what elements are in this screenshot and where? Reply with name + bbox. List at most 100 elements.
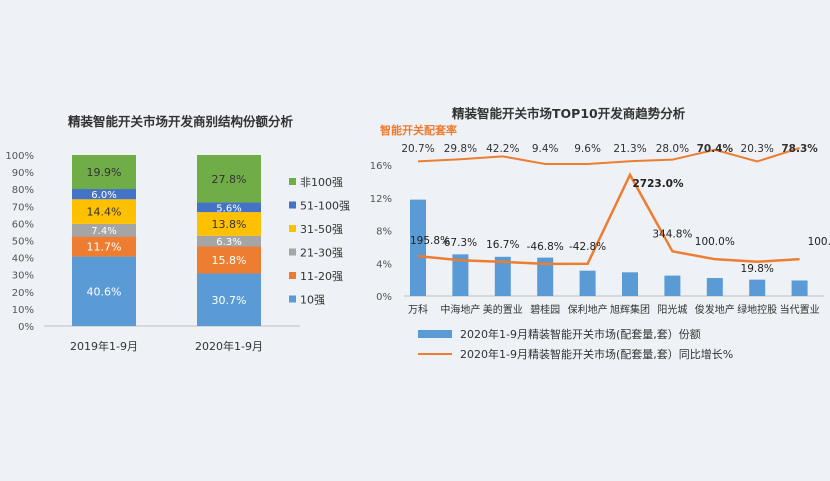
y-tick-label: 0% [376, 292, 392, 303]
stack-segment [197, 212, 261, 236]
strip-data-label: 29.8% [444, 143, 477, 155]
legend-swatch [289, 295, 296, 303]
growth-data-label: 195.8% [410, 235, 450, 247]
stack-segment [197, 155, 261, 203]
stack-segment [197, 235, 261, 247]
strip-line [417, 147, 800, 166]
x-tick-label: 美的置业 [483, 303, 523, 316]
share-bar [537, 257, 554, 296]
share-bar [452, 254, 469, 296]
left-chart-title: 精装智能开关市场开发商别结构份额分析 [68, 114, 294, 129]
strip-data-label: 9.4% [532, 143, 559, 155]
strip-data-label: 20.7% [401, 143, 434, 155]
left-chart-panel: 精装智能开关市场开发商别结构份额分析 0% 10% 20% 30% 40% 50% 60% 7… [0, 0, 368, 481]
legend-label: 非100强 [300, 176, 343, 189]
growth-data-label: 100.0% [695, 236, 735, 248]
share-bar [749, 279, 766, 296]
share-bar [706, 278, 723, 296]
legend-label: 31-50强 [300, 223, 343, 236]
stacked-bar-chart: 0% 10% 20% 30% 40% 50% 60% 70% 80% 90% 100% 40.6% 11… [5, 151, 350, 353]
stack-segment [72, 256, 136, 326]
y-tick-label: 70% [12, 202, 34, 213]
x-tick-label: 万科 [408, 303, 428, 316]
y-tick-label: 30% [12, 271, 34, 282]
strip-y-tick: 16% [370, 161, 392, 172]
x-tick-label: 旭辉集团 [610, 303, 650, 316]
x-tick-label: 2020年1-9月 [195, 339, 263, 353]
x-tick-label: 当代置业 [780, 303, 820, 316]
share-bar [494, 256, 511, 296]
growth-data-label: 100.0% [808, 236, 830, 248]
segment-data-label: 6.0% [91, 190, 116, 201]
legend-label: 10强 [300, 294, 325, 307]
growth-line [417, 172, 800, 266]
strip-data-label: 78.3% [781, 143, 818, 155]
legend-label: 51-100强 [300, 200, 350, 213]
y-tick-label: 0% [18, 322, 34, 333]
growth-data-label: -46.8% [527, 241, 564, 253]
growth-data-label: 19.8% [741, 263, 774, 275]
stack-segment [72, 155, 136, 190]
y-tick-label: 8% [376, 227, 392, 238]
strip-data-label: 70.4% [697, 143, 734, 155]
legend-swatch [289, 225, 296, 232]
strip-label: 智能开关配套率 [380, 123, 457, 137]
legend-bar-label: 2020年1-9月精装智能开关市场(配套量,套）份额 [460, 328, 701, 341]
segment-data-label: 6.3% [216, 237, 241, 248]
y-tick-label: 40% [12, 254, 34, 265]
top10-combo-chart: 智能开关配套率 16% 20.7% 29.8% 42.2% 9.4% 9.6% 21.3% 28… [370, 123, 830, 316]
y-tick-label: 12% [370, 194, 392, 205]
strip-data-label: 28.0% [656, 143, 689, 155]
y-tick-label: 90% [12, 168, 34, 179]
share-bar [622, 272, 638, 296]
legend-bar-swatch [418, 330, 452, 338]
legend-line-swatch [418, 353, 452, 355]
x-tick-label: 中海地产 [440, 303, 480, 316]
strip-data-label: 9.6% [574, 143, 601, 155]
stack-segment [72, 223, 136, 237]
stack-segment [197, 273, 261, 326]
strip-data-label: 42.2% [486, 143, 519, 155]
legend-swatch [289, 178, 296, 185]
segment-data-label: 14.4% [87, 206, 122, 219]
segment-data-label: 19.9% [87, 166, 122, 179]
y-tick-label: 50% [12, 237, 34, 248]
legend-line-series: 2020年1-9月精装智能开关市场(配套量,套）同比增长% [418, 346, 733, 362]
legend-swatch [289, 201, 296, 209]
y-tick-label: 100% [5, 151, 34, 162]
segment-data-label: 40.6% [87, 285, 122, 298]
legend-bar-series: 2020年1-9月精装智能开关市场(配套量,套）份额 [418, 326, 701, 342]
right-chart-panel: 精装智能开关市场TOP10开发商趋势分析 智能开关配套率 16% 20.7% 29.8… [368, 0, 830, 481]
right-chart-title: 精装智能开关市场TOP10开发商趋势分析 [452, 106, 686, 121]
share-bar [664, 275, 681, 296]
segment-data-label: 13.8% [212, 218, 247, 231]
x-tick-label: 2019年1-9月 [70, 339, 138, 353]
y-tick-label: 80% [12, 185, 34, 196]
segment-data-label: 7.4% [91, 226, 116, 237]
growth-data-label: -42.8% [569, 241, 606, 253]
legend-label: 11-20强 [300, 270, 343, 283]
y-tick-label: 60% [12, 219, 34, 230]
legend-swatch [289, 272, 296, 279]
segment-data-label: 27.8% [212, 173, 247, 186]
legend-label: 21-30强 [300, 247, 343, 260]
growth-data-label: 2723.0% [632, 178, 684, 190]
share-bar [791, 280, 808, 296]
legend-line-label: 2020年1-9月精装智能开关市场(配套量,套）同比增长% [460, 348, 734, 361]
growth-data-label: 67.3% [444, 237, 477, 249]
growth-data-label: 344.8% [652, 228, 692, 240]
stack-segment [197, 246, 261, 274]
segment-data-label: 5.6% [216, 203, 241, 214]
stack-segment [72, 236, 136, 257]
y-tick-label: 4% [376, 259, 392, 270]
segment-data-label: 15.8% [212, 254, 247, 267]
stack-segment [72, 199, 136, 224]
share-bar [410, 199, 426, 296]
share-bar [579, 270, 596, 296]
growth-data-label: 16.7% [486, 239, 519, 251]
x-tick-label: 俊发地产 [695, 303, 735, 316]
x-tick-label: 碧桂园 [530, 303, 560, 316]
x-tick-label: 绿地控股 [737, 303, 777, 316]
legend-swatch [289, 248, 296, 256]
segment-data-label: 11.7% [87, 241, 122, 254]
